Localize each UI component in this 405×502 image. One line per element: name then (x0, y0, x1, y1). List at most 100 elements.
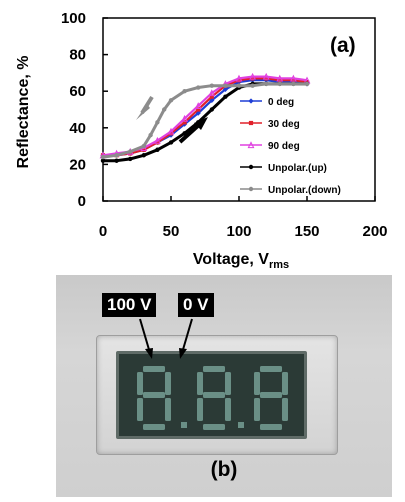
lcd-segment (137, 372, 143, 395)
panel-a-label: (a) (330, 34, 356, 57)
y-tick-label: 20 (69, 156, 86, 173)
lcd-photo: 100 V 0 V (b) (56, 275, 392, 497)
data-point (208, 89, 216, 97)
series-4 (100, 81, 310, 160)
legend-label: 0 deg (268, 97, 294, 108)
data-point (100, 154, 106, 160)
y-tick-label: 40 (69, 120, 86, 137)
data-point (235, 74, 243, 82)
lcd-segment (197, 372, 203, 395)
data-point (250, 83, 255, 88)
data-point (209, 83, 214, 88)
lcd-decimal-point (238, 422, 244, 428)
lcd-segment (203, 392, 225, 398)
legend-label: Unpolar.(down) (268, 185, 341, 196)
x-tick-label: 50 (163, 223, 180, 240)
data-point (223, 94, 228, 99)
series-line-4 (102, 82, 307, 159)
data-point (114, 153, 119, 158)
lcd-segment (254, 398, 260, 421)
data-point (181, 114, 189, 122)
series-layer (99, 72, 311, 163)
arrow-100v-head (145, 348, 153, 359)
data-point (128, 156, 133, 162)
data-point (141, 143, 146, 149)
plot-axes: 0 50 100 150 200 0 20 40 60 80 100 (61, 10, 388, 240)
lcd-segment (137, 398, 143, 421)
lcd-segment (282, 372, 288, 395)
arrow-0v-head (179, 348, 187, 359)
y-tick-label: 100 (61, 10, 86, 27)
data-point (209, 94, 214, 99)
legend-marker (248, 98, 254, 104)
data-point (168, 131, 174, 136)
lcd-segment (225, 398, 231, 421)
data-point (196, 107, 201, 112)
lcd-decimal-point (181, 422, 187, 428)
data-point (128, 149, 133, 154)
data-point (223, 83, 228, 88)
data-point (264, 81, 269, 87)
series-line-1 (103, 77, 308, 157)
panel-b-label: (b) (210, 458, 238, 481)
legend-marker (248, 120, 254, 126)
lcd-segment (165, 372, 171, 395)
reflectance-chart: 0 50 100 150 200 0 20 40 60 80 100 0 deg 30 deg 90 d… (15, 10, 388, 271)
down-arrow-head (136, 104, 150, 120)
data-point (250, 76, 255, 81)
data-point (141, 153, 146, 158)
data-point (114, 158, 119, 163)
legend-label: Unpolar.(up) (268, 163, 327, 174)
data-point (291, 81, 296, 87)
data-point (153, 136, 161, 144)
data-point (162, 107, 167, 112)
lcd-segment (143, 366, 165, 372)
data-point (291, 78, 296, 83)
photo-arrows (139, 318, 193, 359)
lcd-segment (197, 398, 203, 421)
x-axis-label-sub: rms (269, 259, 289, 271)
up-arrow (178, 122, 202, 144)
data-point (182, 120, 187, 125)
data-point (236, 78, 242, 83)
x-tick-label: 200 (362, 223, 387, 240)
x-tick-label: 100 (226, 223, 251, 240)
legend-label: 30 deg (268, 119, 300, 130)
x-axis-label: Voltage, Vrms (193, 251, 289, 271)
data-point (194, 102, 202, 109)
data-point (100, 158, 106, 163)
lcd-segment (225, 372, 231, 395)
label-100v: 100 V (102, 293, 157, 317)
lcd-segment (260, 366, 282, 372)
x-tick-label: 0 (99, 223, 107, 240)
data-point (209, 107, 214, 112)
y-tick-label: 80 (69, 47, 86, 64)
data-point (155, 147, 160, 152)
lcd-segment (260, 392, 282, 398)
data-point (276, 74, 284, 82)
data-point (167, 127, 175, 135)
legend: 0 deg 30 deg 90 deg Unpolar.(up) Unpolar.(do… (240, 97, 341, 196)
lcd-segment (143, 424, 165, 430)
data-point (141, 147, 146, 152)
data-point (289, 74, 297, 82)
lcd-segment (282, 398, 288, 421)
lcd-segment (254, 372, 260, 395)
data-point (168, 140, 174, 145)
y-tick-label: 0 (78, 193, 86, 210)
data-point (155, 120, 160, 125)
data-point (236, 83, 242, 88)
data-point (249, 72, 257, 80)
arrow-100v (139, 318, 151, 354)
data-point (262, 72, 270, 80)
legend-marker (248, 164, 254, 170)
data-point (277, 81, 282, 87)
legend-marker (248, 186, 254, 192)
x-axis-label-main: Voltage, V (193, 251, 269, 268)
up-arrow-head (194, 117, 208, 130)
lcd-segment (165, 398, 171, 421)
label-0v: 0 V (178, 293, 214, 317)
lcd-segment (203, 424, 225, 430)
legend-marker (247, 141, 255, 149)
seven-segment-digits (137, 366, 288, 430)
